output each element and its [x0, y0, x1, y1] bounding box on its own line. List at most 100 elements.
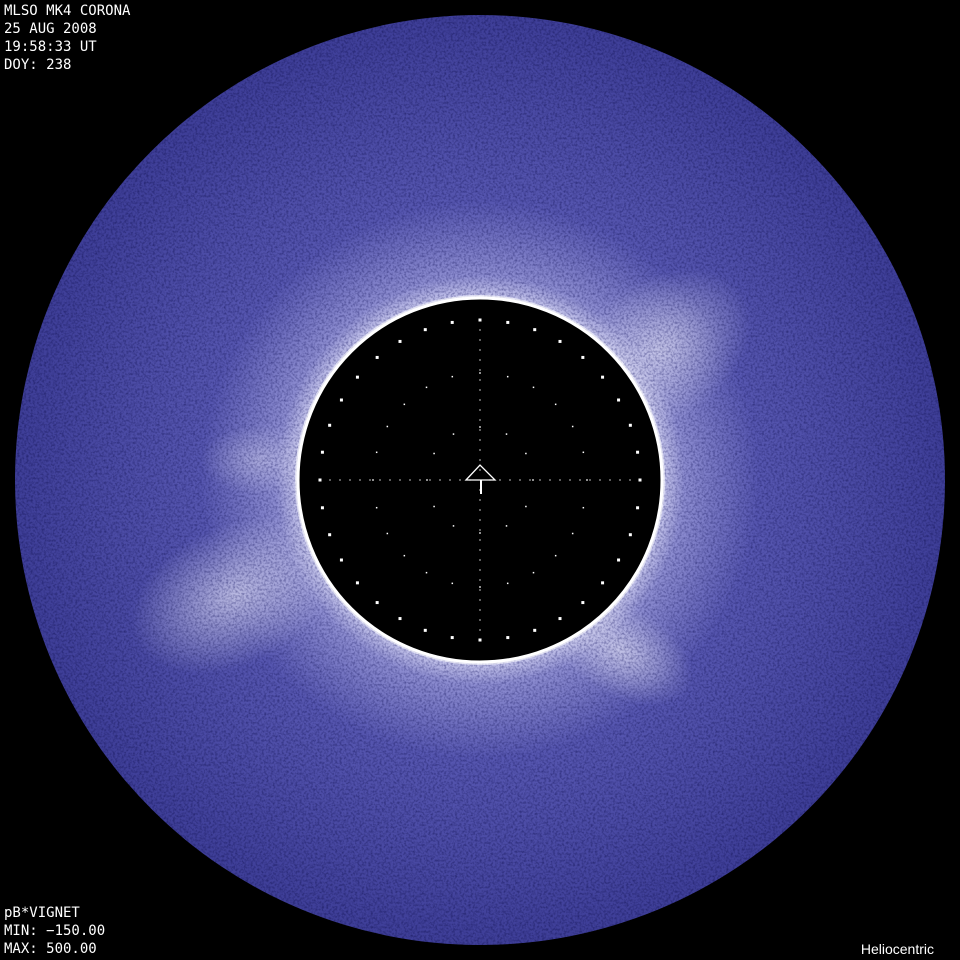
- grid-dot: [403, 403, 406, 406]
- grid-dot: [525, 452, 527, 455]
- axis-dot: [479, 629, 481, 631]
- axis-dot: [479, 549, 481, 551]
- axis-dot: [479, 559, 481, 561]
- grid-dot: [571, 532, 574, 535]
- limb-dot: [478, 318, 482, 322]
- limb-dot: [506, 320, 510, 324]
- axis-dot: [559, 479, 561, 481]
- grid-dot: [452, 525, 455, 527]
- grid-dot: [571, 425, 574, 428]
- axis-dot: [479, 339, 481, 341]
- limb-dot: [339, 398, 343, 402]
- limb-dot: [450, 320, 454, 324]
- axis-dot: [479, 359, 481, 361]
- axis-dot: [499, 479, 501, 481]
- limb-dot: [355, 581, 359, 585]
- limb-dot: [318, 478, 322, 482]
- axis-dot: [479, 529, 481, 531]
- axis-dot: [479, 579, 481, 581]
- grid-dot: [403, 554, 406, 557]
- axis-dot: [399, 479, 401, 481]
- limb-dot: [328, 423, 332, 427]
- grid-dot: [433, 505, 435, 508]
- axis-dot: [329, 479, 331, 481]
- axis-dot: [479, 429, 481, 431]
- limb-dot: [638, 478, 642, 482]
- limb-dot: [617, 398, 621, 402]
- grid-dot: [532, 386, 535, 389]
- image-header: MLSO MK4 CORONA 25 AUG 2008 19:58:33 UT DOY…: [4, 2, 130, 74]
- limb-dot: [423, 628, 427, 632]
- axis-dot: [609, 479, 611, 481]
- grid-dot: [426, 479, 428, 481]
- axis-dot: [569, 479, 571, 481]
- grid-dot: [525, 505, 527, 508]
- axis-dot: [479, 519, 481, 521]
- limb-dot: [581, 355, 585, 359]
- axis-dot: [479, 539, 481, 541]
- axis-dot: [419, 479, 421, 481]
- axis-dot: [479, 349, 481, 351]
- grid-dot: [532, 571, 535, 574]
- heliographic-grid: [318, 318, 642, 642]
- grid-dot: [451, 582, 454, 585]
- limb-dot: [398, 617, 402, 621]
- axis-dot: [479, 399, 481, 401]
- axis-dot: [359, 479, 361, 481]
- grid-dot: [582, 506, 585, 509]
- axis-dot: [349, 479, 351, 481]
- min-value: MIN: −150.00: [4, 923, 106, 939]
- axis-dot: [479, 449, 481, 451]
- limb-dot: [450, 636, 454, 640]
- grid-dot: [452, 433, 455, 435]
- axis-dot: [459, 479, 461, 481]
- limb-dot: [558, 617, 562, 621]
- axis-dot: [439, 479, 441, 481]
- limb-dot: [601, 581, 605, 585]
- axis-dot: [479, 329, 481, 331]
- solar-north-arrow-icon: [464, 464, 497, 494]
- axis-dot: [479, 459, 481, 461]
- axis-dot: [579, 479, 581, 481]
- grid-dot: [386, 425, 389, 428]
- grid-dot: [375, 451, 378, 454]
- grid-dot: [451, 375, 454, 378]
- limb-dot: [375, 601, 379, 605]
- grid-dot: [532, 479, 534, 481]
- grid-dot: [433, 452, 435, 455]
- grid-dot: [479, 426, 481, 428]
- axis-dot: [379, 479, 381, 481]
- axis-dot: [429, 479, 431, 481]
- projection-label: Heliocentric: [860, 941, 934, 957]
- axis-dot: [549, 479, 551, 481]
- axis-dot: [479, 439, 481, 441]
- limb-dot: [628, 533, 632, 537]
- limb-dot: [339, 558, 343, 562]
- grid-dot: [372, 479, 374, 481]
- limb-dot: [601, 375, 605, 379]
- axis-dot: [479, 499, 481, 501]
- limb-dot: [533, 628, 537, 632]
- axis-dot: [369, 479, 371, 481]
- axis-dot: [479, 589, 481, 591]
- grid-dot: [386, 532, 389, 535]
- limb-dot: [636, 450, 640, 454]
- grid-dot: [582, 451, 585, 454]
- axis-dot: [479, 569, 481, 571]
- axis-dot: [589, 479, 591, 481]
- product-label: pB*VIGNET: [4, 905, 80, 921]
- grid-dot: [479, 532, 481, 534]
- max-value: MAX: 500.00: [4, 941, 97, 957]
- axis-dot: [479, 419, 481, 421]
- grid-dot: [375, 506, 378, 509]
- axis-dot: [409, 479, 411, 481]
- limb-dot: [320, 450, 324, 454]
- grid-dot: [554, 403, 557, 406]
- grid-dot: [554, 554, 557, 557]
- limb-dot: [628, 423, 632, 427]
- axis-dot: [529, 479, 531, 481]
- axis-dot: [509, 479, 511, 481]
- limb-dot: [328, 533, 332, 537]
- day-of-year: DOY: 238: [4, 57, 72, 73]
